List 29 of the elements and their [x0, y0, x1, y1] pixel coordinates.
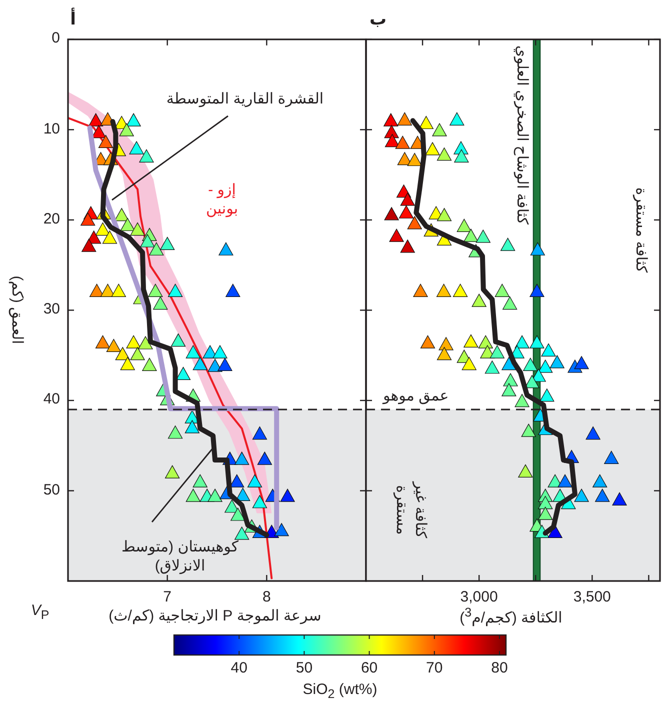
x-axis-title: سرعة الموجة P الارتجاجية (كم/ث): [108, 608, 322, 626]
annotation: كثافة مستقرة: [631, 187, 650, 273]
x-tick-label: 3,000: [460, 588, 498, 608]
text: V$_{P}$: [30, 602, 50, 622]
band-label: كثافة الوشاح الصخري العلوي: [512, 45, 531, 225]
y-tick-label: 50: [43, 481, 60, 500]
text: القشرة القارية المتوسطة: [166, 90, 324, 110]
annotation: كثافة غير مستقرة: [392, 480, 429, 540]
chart-title: أ: [70, 8, 76, 30]
line-series: [68, 116, 273, 580]
y-tick-label: 30: [43, 300, 60, 320]
y-axis-title: العمق (كم): [7, 276, 26, 344]
y-tick-label: 0: [52, 30, 60, 49]
x-tick-label: 3,500: [573, 588, 611, 608]
series-label: كوهيستان (متوسط الانزلاق): [120, 538, 240, 576]
ref-line-label: عمق موهو: [383, 388, 449, 407]
text: إزو - بونين: [204, 181, 240, 219]
color-bar-label: 70: [426, 660, 443, 678]
x-tick-label: 8: [262, 588, 271, 608]
y-tick-label: 40: [43, 391, 60, 410]
chart-title: ب: [369, 8, 387, 30]
color-bar-label: 50: [296, 660, 313, 678]
color-bar-label: 40: [230, 660, 248, 678]
color-bar-title: SiO$_{2}$ (wt%): [302, 681, 378, 703]
y-tick-label: 20: [43, 210, 60, 230]
color-bar-label: 60: [360, 660, 378, 678]
x-tick-label: 7: [163, 588, 172, 608]
y-tick-label: 10: [43, 120, 60, 140]
color-bar-label: 80: [491, 660, 508, 678]
